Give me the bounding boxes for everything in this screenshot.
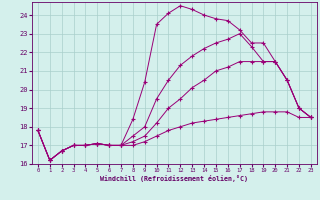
X-axis label: Windchill (Refroidissement éolien,°C): Windchill (Refroidissement éolien,°C) [100,175,248,182]
